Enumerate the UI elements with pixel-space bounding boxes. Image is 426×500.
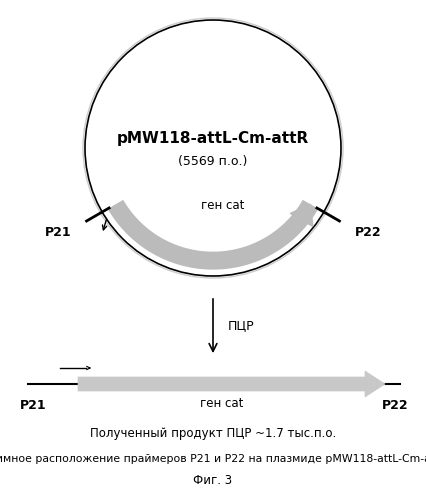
- Text: Взаимное расположение праймеров P21 и P22 на плазмиде pMW118-attL-Cm-attR.: Взаимное расположение праймеров P21 и P2…: [0, 454, 426, 464]
- Text: (5569 п.о.): (5569 п.о.): [178, 156, 247, 168]
- Text: ген cat: ген cat: [199, 398, 243, 410]
- Text: ПЦР: ПЦР: [227, 320, 254, 332]
- Text: P21: P21: [20, 400, 46, 412]
- Polygon shape: [78, 371, 384, 397]
- Text: P22: P22: [381, 400, 407, 412]
- Polygon shape: [290, 204, 312, 227]
- Text: ген cat: ген cat: [201, 199, 244, 212]
- Text: Полученный продукт ПЦР ~1.7 тыс.п.о.: Полученный продукт ПЦР ~1.7 тыс.п.о.: [89, 428, 335, 440]
- Text: P21: P21: [45, 226, 71, 238]
- Text: Фиг. 3: Фиг. 3: [193, 474, 232, 488]
- Text: pMW118-attL-Cm-attR: pMW118-attL-Cm-attR: [117, 130, 308, 146]
- Text: P22: P22: [354, 226, 380, 238]
- Polygon shape: [107, 200, 318, 270]
